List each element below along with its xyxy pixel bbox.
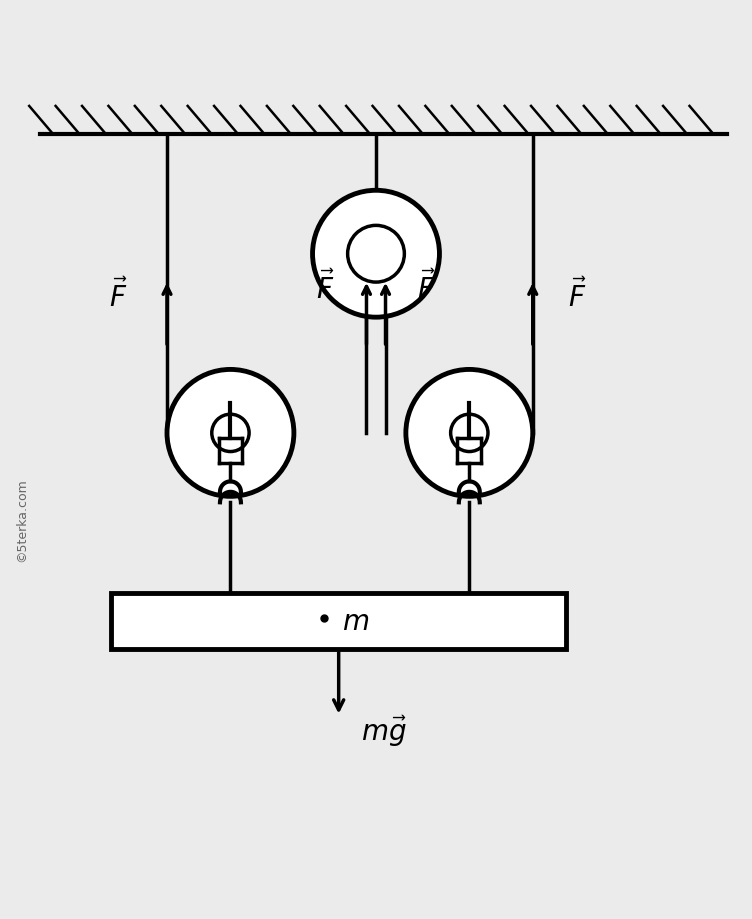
- Text: $m\vec{g}$: $m\vec{g}$: [361, 713, 407, 748]
- Text: $\vec{F}$: $\vec{F}$: [417, 271, 435, 305]
- Text: $m$: $m$: [342, 607, 369, 636]
- Text: $\vec{F}$: $\vec{F}$: [109, 278, 128, 312]
- Text: $\vec{F}$: $\vec{F}$: [317, 271, 335, 305]
- Circle shape: [406, 370, 532, 497]
- Circle shape: [212, 414, 249, 452]
- Bar: [111, 594, 566, 650]
- Circle shape: [450, 414, 488, 452]
- Circle shape: [313, 191, 439, 318]
- Text: $\vec{F}$: $\vec{F}$: [569, 278, 587, 312]
- Circle shape: [167, 370, 294, 497]
- Text: ©5terka.com: ©5terka.com: [15, 477, 28, 561]
- Circle shape: [347, 226, 405, 283]
